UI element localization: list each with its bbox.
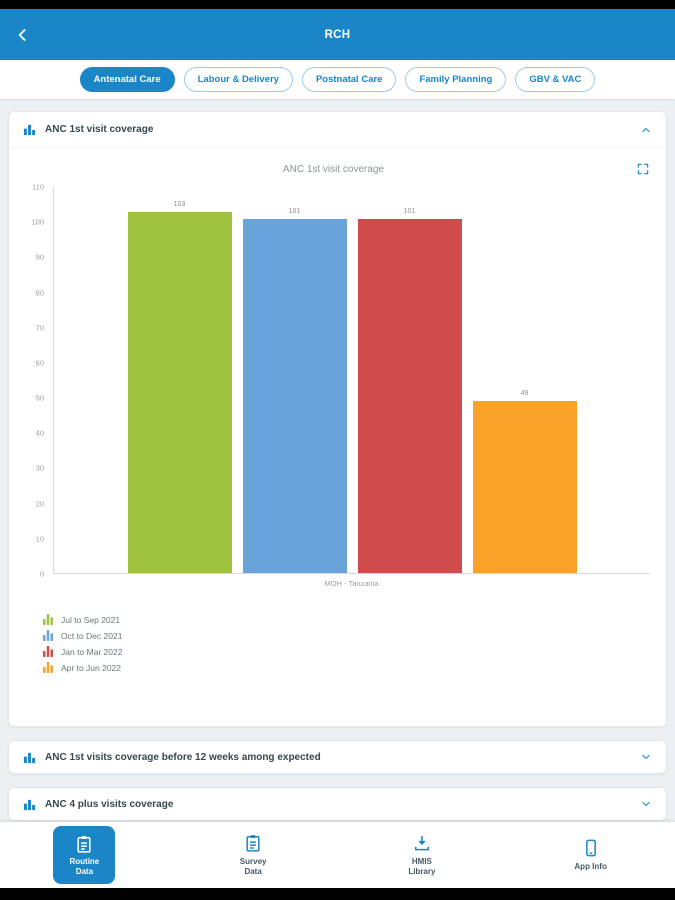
category-tabs: Antenatal Care Labour & Delivery Postnatal…	[0, 60, 675, 99]
card-title: ANC 4 plus visits coverage	[45, 798, 174, 810]
nav-item-app-info[interactable]: App Info	[568, 834, 612, 876]
chart-legend: Jul to Sep 2021 Oct to Dec 2021 Jan to Mar…	[43, 614, 650, 673]
clipboard-form-icon	[74, 834, 94, 854]
nav-item-hmis-library[interactable]: HMIS Library	[402, 829, 441, 880]
bar-value-label: 101	[288, 207, 301, 215]
legend-item-jul-to-sep-2021: Jul to Sep 2021	[43, 614, 650, 625]
nav-column: App Info	[506, 822, 675, 888]
tab-family-planning[interactable]: Family Planning	[405, 67, 507, 92]
nav-item-routine-data[interactable]: Routine Data	[53, 826, 116, 884]
bar-chart-icon	[23, 798, 36, 811]
bar-jul-to-sep-2021[interactable]: 103	[127, 201, 232, 573]
chevron-down-icon[interactable]	[640, 798, 652, 810]
y-axis-tick: 50	[35, 393, 44, 403]
nav-item-survey-data[interactable]: Survey Data	[234, 829, 273, 880]
y-axis-tick: 20	[35, 499, 44, 509]
tab-antenatal-care[interactable]: Antenatal Care	[79, 67, 175, 92]
legend-label: Apr to Jun 2022	[61, 662, 122, 673]
bar-value-label: 103	[173, 200, 186, 208]
content-area: ANC 1st visit coverage ANC 1st visit cov…	[0, 99, 675, 822]
y-axis-tick: 30	[35, 463, 44, 473]
fullscreen-icon[interactable]	[634, 160, 652, 178]
bar-jan-to-mar-2022[interactable]: 101	[357, 208, 462, 573]
card-title: ANC 1st visits coverage before 12 weeks …	[45, 751, 321, 763]
card-header[interactable]: ANC 1st visit coverage	[9, 112, 666, 148]
legend-label: Oct to Dec 2021	[61, 630, 123, 641]
bar-value-label: 49	[520, 390, 529, 398]
bar-chart-icon	[23, 123, 36, 136]
legend-bars-icon	[43, 662, 53, 673]
card-title: ANC 1st visit coverage	[45, 124, 154, 135]
card-header[interactable]: ANC 1st visits coverage before 12 weeks …	[9, 741, 666, 773]
nav-label: HMIS Library	[408, 857, 436, 876]
status-bar	[0, 0, 675, 9]
download-icon	[412, 833, 432, 853]
bar-chart: 0 10 20 30 40 50 60 70 80 90 100 110 103 101 101 49	[17, 183, 650, 579]
legend-label: Jul to Sep 2021	[61, 614, 121, 625]
indicator-card-anc-before-12-weeks: ANC 1st visits coverage before 12 weeks …	[8, 740, 667, 774]
legend-bars-icon	[43, 630, 53, 641]
clipboard-icon	[243, 833, 263, 853]
nav-column: HMIS Library	[338, 822, 507, 888]
y-axis: 0 10 20 30 40 50 60 70 80 90 100 110	[17, 183, 53, 579]
bar-chart-icon	[23, 751, 36, 764]
y-axis-tick: 40	[35, 428, 44, 438]
nav-label: App Info	[574, 862, 607, 872]
nav-column: Survey Data	[169, 822, 338, 888]
page-title: RCH	[324, 28, 351, 41]
legend-item-jan-to-mar-2022: Jan to Mar 2022	[43, 646, 650, 657]
chart-body: ANC 1st visit coverage 0 10 20 30 40 50 60 70 80…	[9, 148, 666, 726]
y-axis-tick: 60	[35, 358, 44, 368]
back-chevron-icon	[18, 28, 26, 41]
nav-label: Survey Data	[239, 857, 267, 876]
nav-label: Routine Data	[69, 856, 100, 876]
chevron-down-icon[interactable]	[640, 751, 652, 763]
app-header: RCH	[0, 9, 675, 60]
legend-bars-icon	[43, 646, 53, 657]
bottom-nav: Routine Data Survey Data HMIS Library App I…	[0, 822, 675, 888]
smartphone-icon	[581, 838, 601, 858]
y-axis-tick: 0	[39, 569, 44, 579]
bar-value-label: 101	[403, 207, 416, 215]
tab-gbv-vac[interactable]: GBV & VAC	[515, 67, 596, 92]
home-bar	[0, 888, 675, 900]
legend-bars-icon	[43, 614, 53, 625]
bar-oct-to-dec-2021[interactable]: 101	[242, 208, 347, 573]
y-axis-tick: 10	[35, 534, 44, 544]
card-header[interactable]: ANC 4 plus visits coverage	[9, 788, 666, 820]
y-axis-tick: 100	[31, 217, 44, 227]
chevron-up-icon[interactable]	[640, 124, 652, 136]
chart-title: ANC 1st visit coverage	[282, 164, 385, 175]
nav-column: Routine Data	[0, 822, 169, 888]
y-axis-tick: 90	[35, 252, 44, 262]
back-button[interactable]	[6, 18, 39, 51]
indicator-card-anc-4-plus: ANC 4 plus visits coverage	[8, 787, 667, 821]
y-axis-tick: 110	[32, 182, 44, 192]
legend-label: Jan to Mar 2022	[61, 646, 123, 657]
tab-labour-delivery[interactable]: Labour & Delivery	[183, 67, 293, 92]
y-axis-tick: 80	[35, 288, 44, 298]
legend-item-apr-to-jun-2022: Apr to Jun 2022	[43, 662, 650, 673]
bar-apr-to-jun-2022[interactable]: 49	[472, 390, 577, 573]
x-axis-label: MOH - Tanzania	[324, 579, 379, 588]
y-axis-tick: 70	[35, 323, 44, 333]
legend-item-oct-to-dec-2021: Oct to Dec 2021	[43, 630, 650, 641]
indicator-card-anc-1st-visit: ANC 1st visit coverage ANC 1st visit cov…	[8, 111, 667, 727]
plot-area: 103 101 101 49	[53, 187, 650, 574]
tab-postnatal-care[interactable]: Postnatal Care	[301, 67, 397, 92]
